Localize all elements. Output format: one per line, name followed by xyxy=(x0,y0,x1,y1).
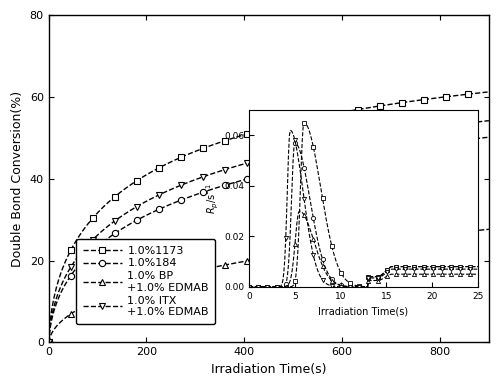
Y-axis label: Double Bond Conversion(%): Double Bond Conversion(%) xyxy=(11,91,24,267)
X-axis label: Irradiation Time(s): Irradiation Time(s) xyxy=(211,363,326,376)
Legend: 1.0%1173, 1.0%184, 1.0% BP
+1.0% EDMAB, 1.0% ITX
+1.0% EDMAB: 1.0%1173, 1.0%184, 1.0% BP +1.0% EDMAB, … xyxy=(76,239,216,324)
